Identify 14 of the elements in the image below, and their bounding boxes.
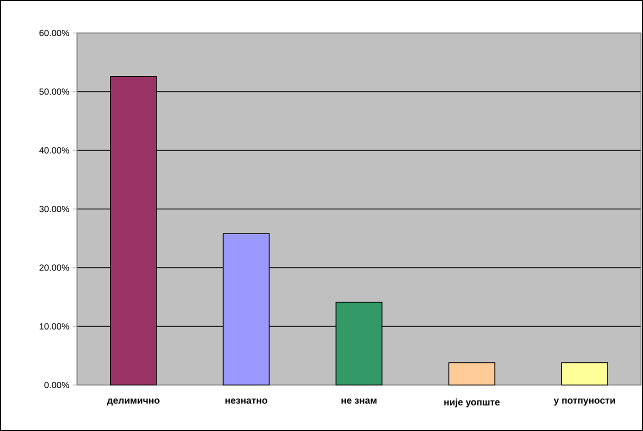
- y-tick-label: 40.00%: [39, 147, 70, 154]
- x-tick-label: делимично: [107, 398, 160, 406]
- x-tick-label: не знам: [342, 398, 376, 404]
- x-tick-label: у потпуности: [554, 398, 615, 406]
- y-tick-label: 30.00%: [39, 206, 70, 212]
- y-tick-label: 50.00%: [39, 88, 70, 95]
- x-tick-label: није уопште: [444, 398, 500, 408]
- y-tick-label: 20.00%: [40, 264, 70, 271]
- y-tick-label: 0.00%: [44, 382, 70, 388]
- y-tick-label: 10.00%: [40, 323, 70, 330]
- bar: [448, 362, 496, 386]
- y-tick-label: 60.00%: [40, 30, 70, 36]
- bar: [561, 362, 608, 386]
- x-tick-label: незнатно: [225, 398, 268, 404]
